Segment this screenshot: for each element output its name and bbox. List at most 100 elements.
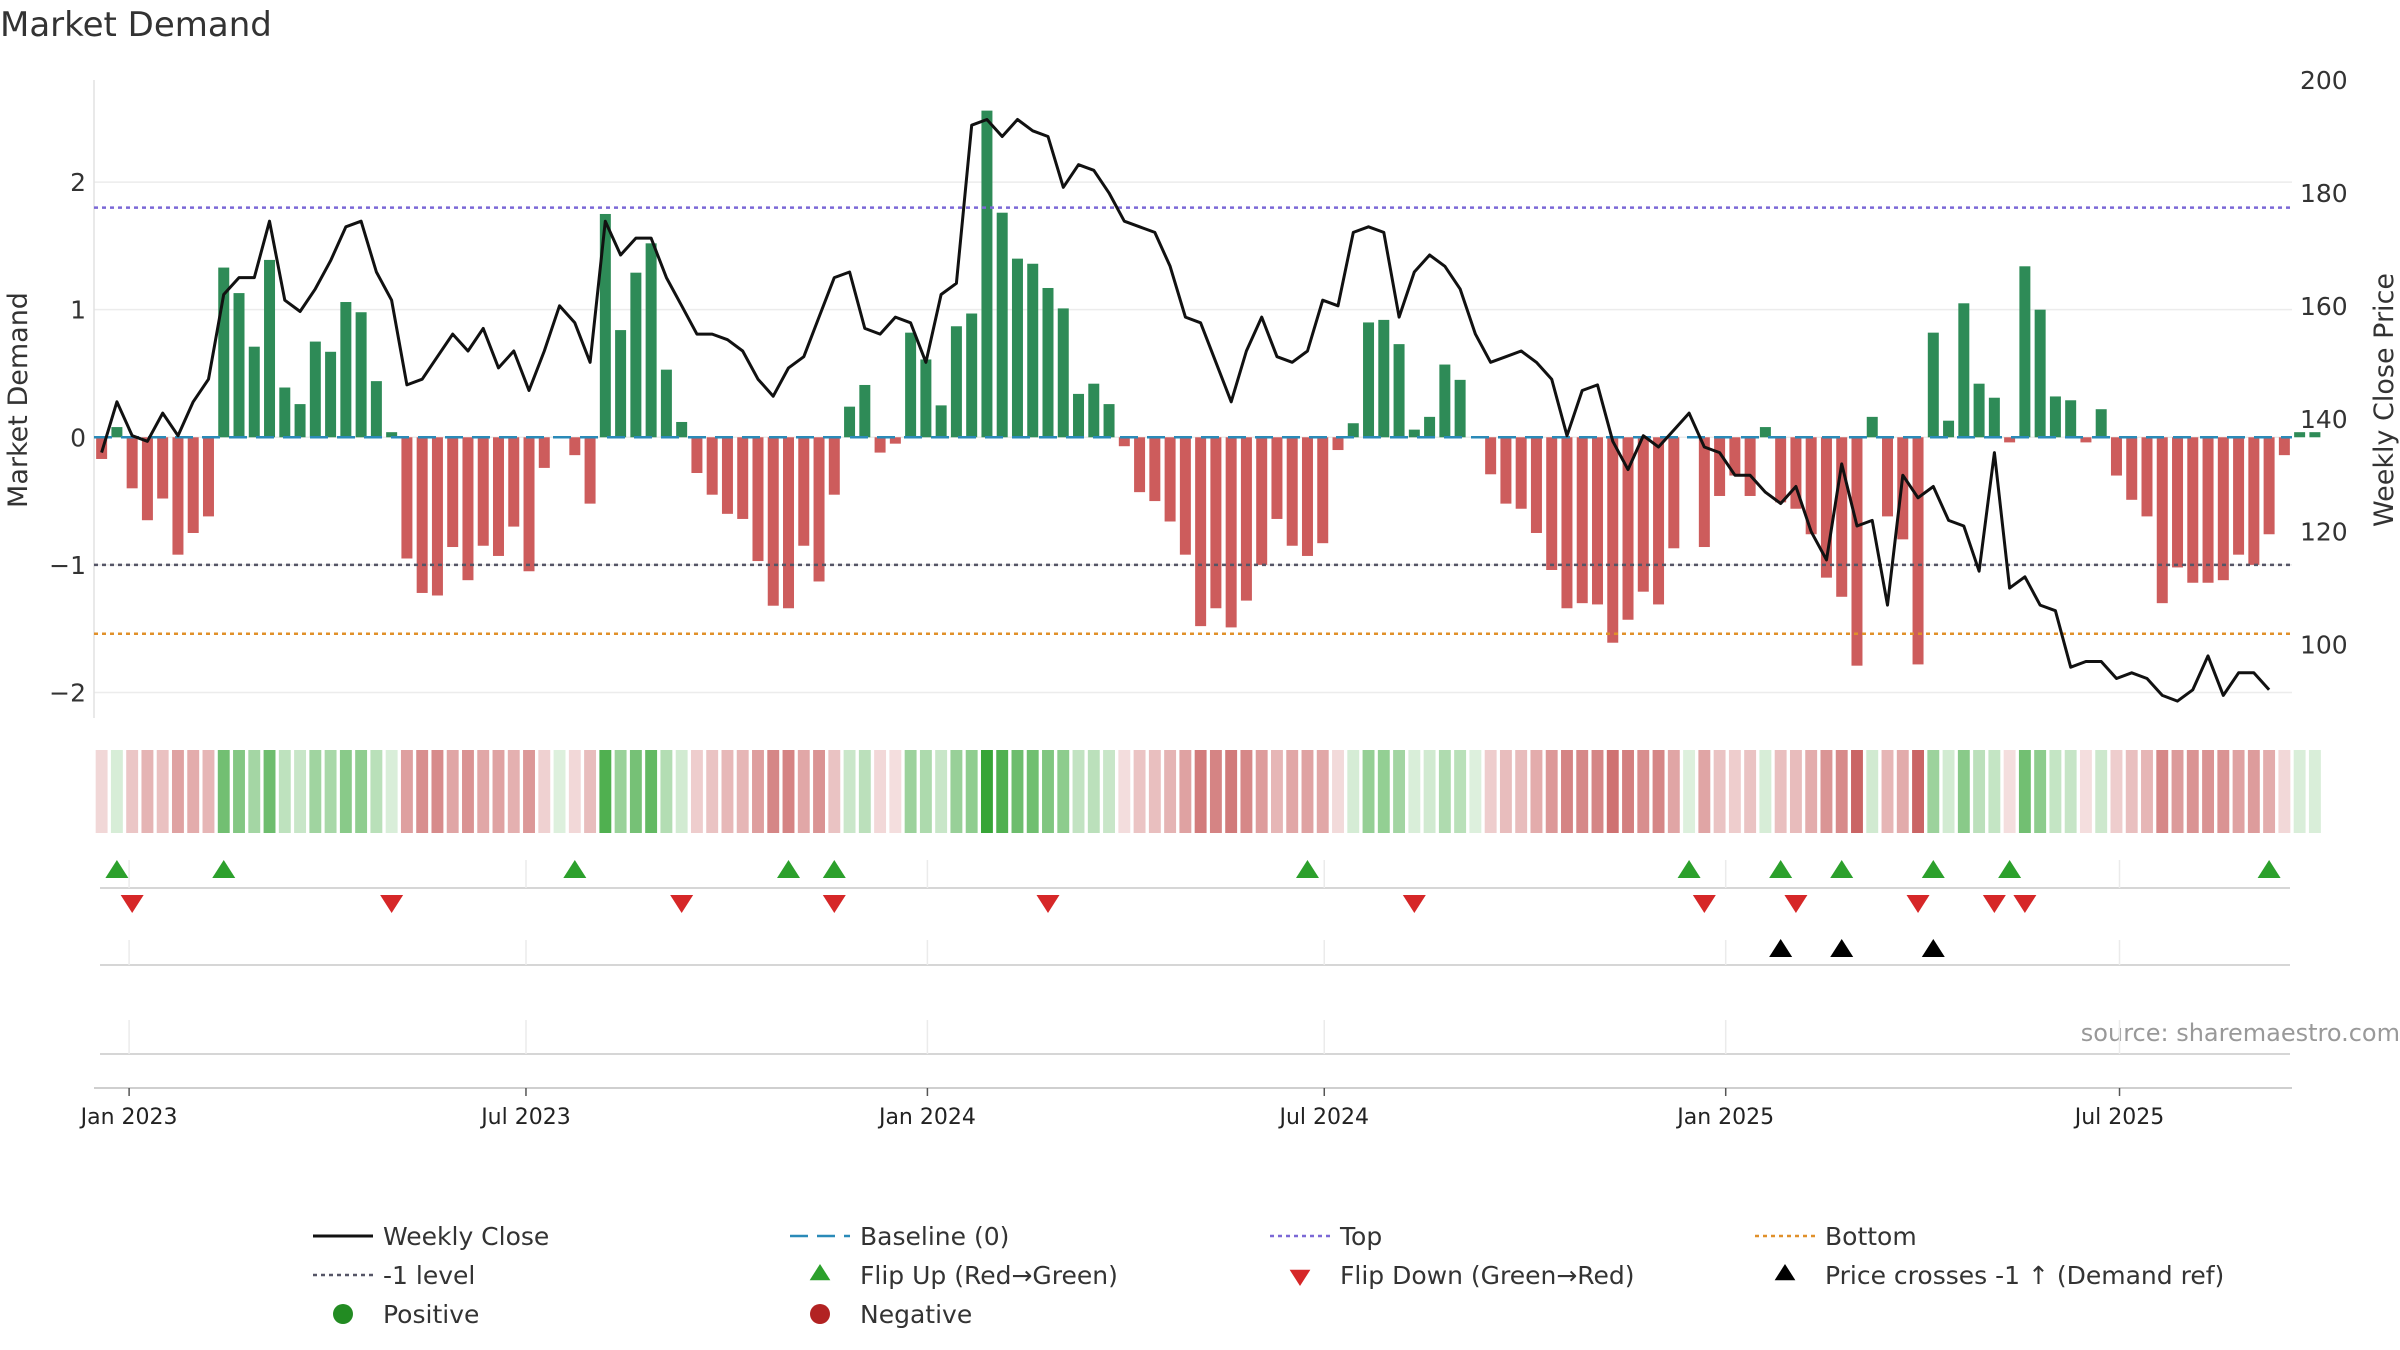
demand-bar — [279, 387, 291, 438]
demand-bar — [874, 437, 886, 453]
heat-cell — [980, 750, 993, 833]
demand-bar — [2202, 437, 2214, 583]
legend-label: Positive — [383, 1300, 479, 1329]
heat-cell — [2003, 750, 2016, 833]
demand-bar — [386, 432, 398, 438]
heat-cell — [126, 750, 139, 833]
heat-cell — [675, 750, 688, 833]
heat-cell — [400, 750, 413, 833]
demand-bar — [401, 437, 413, 559]
legend-label: Flip Down (Green→Red) — [1340, 1261, 1635, 1290]
heat-cell — [1683, 750, 1696, 833]
demand-bar — [615, 330, 627, 438]
demand-bar — [1408, 429, 1420, 438]
heat-cell — [2125, 750, 2138, 833]
heat-cell — [1805, 750, 1818, 833]
demand-bar — [1973, 383, 1985, 438]
demand-bar — [1240, 437, 1252, 601]
heat-cell — [1332, 750, 1344, 833]
heat-cell — [217, 750, 230, 833]
legend-icon-red-down-triangle — [1289, 1269, 1311, 1286]
demand-bar — [935, 405, 947, 438]
demand-bar — [2034, 309, 2046, 438]
demand-bar — [1943, 420, 1955, 438]
heat-cell — [614, 750, 627, 833]
heat-cell — [1194, 750, 1207, 833]
demand-bar — [157, 437, 169, 499]
flip-down-marker — [1906, 895, 1930, 913]
legend-label: -1 level — [383, 1261, 475, 1290]
price-cross-marker — [1769, 939, 1793, 957]
legend-label: Negative — [860, 1300, 972, 1329]
demand-bar — [1820, 437, 1832, 578]
legend-triangle-icon — [809, 1264, 831, 1281]
flip-up-marker — [212, 860, 236, 878]
demand-bar — [2217, 437, 2229, 581]
flip-up-marker — [1677, 860, 1701, 878]
demand-bar — [141, 437, 153, 521]
demand-bar — [645, 243, 657, 438]
heat-cell — [1026, 750, 1039, 833]
demand-bar — [844, 406, 856, 438]
flip-down-marker — [1982, 895, 2006, 913]
demand-bar — [355, 312, 367, 438]
heat-cell — [2217, 750, 2230, 833]
heat-cell — [2049, 750, 2062, 833]
demand-bar — [2263, 437, 2275, 535]
demand-bar — [1057, 308, 1069, 438]
flip-up-marker — [2257, 860, 2281, 878]
heat-cell — [2034, 750, 2047, 833]
demand-bar — [2294, 432, 2306, 438]
legend-icon-black-up-triangle — [1774, 1264, 1796, 1281]
heat-cell — [1484, 750, 1497, 833]
flip-down-marker — [670, 895, 694, 913]
heat-cell — [2232, 750, 2245, 833]
demand-bar — [1653, 437, 1665, 605]
demand-bar — [889, 437, 901, 444]
demand-bar — [584, 437, 596, 504]
legend-label: Flip Up (Red→Green) — [860, 1261, 1118, 1290]
demand-bar — [813, 437, 825, 582]
demand-bar — [798, 437, 810, 546]
demand-bar — [492, 437, 504, 556]
demand-bar — [1363, 322, 1375, 438]
x-tick-label: Jan 2023 — [79, 1105, 178, 1130]
heat-cell — [1301, 750, 1314, 833]
heat-cell — [1209, 750, 1222, 833]
demand-bar — [1729, 437, 1741, 476]
demand-bar — [1790, 437, 1802, 509]
heat-cell — [263, 750, 276, 833]
heat-cell — [1286, 750, 1299, 833]
demand-bar — [1271, 437, 1283, 519]
demand-bar — [1256, 437, 1268, 565]
heat-cell — [1744, 750, 1757, 833]
heat-cell — [767, 750, 780, 833]
heat-cell — [95, 750, 108, 833]
demand-bar — [2172, 437, 2184, 568]
y-tick-label: 0 — [70, 423, 86, 452]
heat-cell — [1347, 750, 1360, 833]
demand-bar — [2019, 266, 2031, 438]
heat-cell — [2308, 750, 2321, 833]
y2-tick-label: 160 — [2300, 292, 2348, 321]
heat-cell — [1789, 750, 1802, 833]
demand-bar — [2095, 409, 2107, 438]
demand-bar — [1332, 437, 1344, 451]
heat-cell — [370, 750, 383, 833]
y2-tick-label: 100 — [2300, 631, 2348, 660]
demand-bar — [828, 437, 840, 495]
heat-cell — [110, 750, 123, 833]
heat-cell — [1423, 750, 1436, 833]
x-tick-label: Jul 2024 — [1278, 1105, 1370, 1130]
demand-bar — [2141, 437, 2153, 517]
demand-bar — [1424, 416, 1436, 438]
y-axis-label: Market Demand — [3, 292, 34, 508]
heat-cell — [1148, 750, 1161, 833]
demand-bar — [2187, 437, 2199, 583]
x-tick-label: Jul 2023 — [479, 1105, 571, 1130]
heat-cell — [1988, 750, 2001, 833]
heat-cell — [2018, 750, 2031, 833]
heat-cell — [416, 750, 429, 833]
heat-cell — [1042, 750, 1054, 833]
heat-cell — [1622, 750, 1634, 833]
